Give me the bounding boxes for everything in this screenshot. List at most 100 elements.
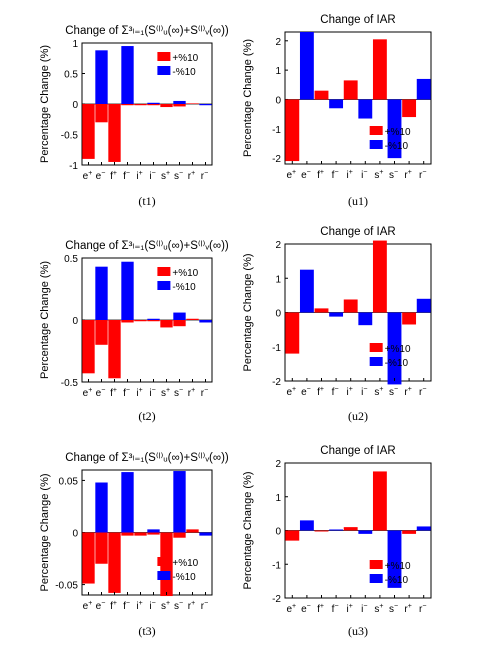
chart-panel-2: -2 -1 0 1 2 e+ e− f+ f− i+ i− s+ s− r+ r− Percentage Ch… xyxy=(242,14,432,208)
bar-plus-i- xyxy=(147,320,160,322)
x-tick-label: f+ xyxy=(317,386,324,398)
bar-plus-i+ xyxy=(134,104,147,106)
bar-minus-f- xyxy=(121,46,134,104)
x-tick-label: s+ xyxy=(161,600,170,612)
bar-plus-e- xyxy=(95,104,108,123)
y-tick-label: -0.05 xyxy=(55,581,78,592)
legend-swatch xyxy=(157,52,171,61)
bar-plus-e+ xyxy=(82,532,95,584)
x-tick-label: s− xyxy=(174,170,183,182)
legend-swatch xyxy=(369,574,383,583)
x-tick-label: e+ xyxy=(286,169,296,181)
bar-minus-s- xyxy=(173,312,186,320)
x-tick-label: e+ xyxy=(83,387,93,399)
x-tick-label: e+ xyxy=(286,386,296,398)
x-tick-label: r+ xyxy=(404,386,411,398)
panel-label: (u1) xyxy=(348,194,368,208)
bar-minus-i- xyxy=(358,530,373,534)
panel-label: (t2) xyxy=(138,409,155,423)
bar-plus-e+ xyxy=(82,320,95,374)
panel-label: (u3) xyxy=(348,624,368,638)
panel-label: (t1) xyxy=(138,194,155,208)
y-tick-label: -0.5 xyxy=(61,378,79,389)
y-tick-label: -1 xyxy=(272,343,281,354)
bar-minus-s- xyxy=(387,312,402,385)
legend-label: +%10 xyxy=(172,558,198,569)
legend-swatch xyxy=(157,66,171,75)
y-axis-label: Percentage Change (%) xyxy=(242,253,254,371)
x-tick-label: f− xyxy=(332,386,339,398)
y-tick-label: 2 xyxy=(275,240,281,251)
x-tick-label: i− xyxy=(149,170,155,182)
bar-minus-r- xyxy=(416,298,431,313)
bar-plus-s+ xyxy=(372,39,387,100)
legend-label: -%10 xyxy=(385,575,409,586)
y-tick-label: 2 xyxy=(275,459,281,470)
x-tick-label: f− xyxy=(123,170,130,182)
y-tick-label: 1 xyxy=(275,66,281,77)
bar-minus-i- xyxy=(358,99,373,119)
x-tick-label: r− xyxy=(419,386,426,398)
x-tick-label: f− xyxy=(332,169,339,181)
legend-swatch xyxy=(157,281,171,290)
x-tick-label: e− xyxy=(301,169,311,181)
bar-plus-f+ xyxy=(108,532,121,593)
x-tick-label: s+ xyxy=(161,170,170,182)
bar-minus-s- xyxy=(387,530,402,588)
y-tick-label: 0 xyxy=(275,95,281,106)
x-tick-label: f+ xyxy=(110,600,117,612)
bar-minus-e- xyxy=(299,32,314,100)
bar-plus-r+ xyxy=(402,530,417,534)
y-axis-label: Percentage Change (%) xyxy=(39,45,51,163)
legend-swatch xyxy=(157,571,171,580)
y-axis-label: Percentage Change (%) xyxy=(39,473,51,591)
y-axis-label: Percentage Change (%) xyxy=(242,39,254,157)
bar-plus-f+ xyxy=(108,104,121,162)
bar-plus-s+ xyxy=(372,471,387,531)
bar-minus-i- xyxy=(147,529,160,533)
bar-plus-f+ xyxy=(108,320,121,379)
bar-plus-e+ xyxy=(285,530,300,541)
x-tick-label: i− xyxy=(149,387,155,399)
bar-minus-s- xyxy=(173,471,186,533)
y-tick-label: 0 xyxy=(275,309,281,320)
chart-panel-6: -2 -1 0 1 2 e+ e− f+ f− i+ i− s+ s− r+ r− Percentage Ch… xyxy=(242,445,432,638)
x-tick-label: i+ xyxy=(347,386,353,398)
x-tick-label: s+ xyxy=(161,387,170,399)
bar-minus-r- xyxy=(199,104,212,106)
y-tick-label: -0.5 xyxy=(61,131,79,142)
legend-swatch xyxy=(369,140,383,149)
x-tick-label: f− xyxy=(332,603,339,615)
legend-label: -%10 xyxy=(172,572,196,583)
x-tick-label: s− xyxy=(174,387,183,399)
legend-label: -%10 xyxy=(385,358,409,369)
bar-minus-e- xyxy=(95,50,108,104)
x-tick-label: i+ xyxy=(347,603,353,615)
bar-plus-i+ xyxy=(343,527,358,531)
legend-label: +%10 xyxy=(385,127,411,138)
bar-minus-e- xyxy=(95,482,108,533)
bar-plus-f- xyxy=(121,320,134,323)
x-tick-label: f+ xyxy=(317,169,324,181)
plot-frame xyxy=(284,31,432,165)
y-tick-label: -2 xyxy=(272,594,281,605)
bar-minus-i- xyxy=(358,312,373,326)
x-tick-label: e− xyxy=(96,387,106,399)
legend-label: +%10 xyxy=(385,344,411,355)
x-tick-label: s+ xyxy=(374,386,383,398)
x-tick-label: e− xyxy=(301,386,311,398)
x-tick-label: s− xyxy=(174,600,183,612)
x-tick-label: r+ xyxy=(404,169,411,181)
y-tick-label: 0 xyxy=(72,529,78,540)
bar-plus-e+ xyxy=(285,312,300,354)
legend-swatch xyxy=(369,126,383,135)
bar-plus-i+ xyxy=(134,320,147,322)
bar-plus-f+ xyxy=(314,530,329,532)
y-tick-label: 0 xyxy=(72,316,78,327)
bar-minus-f- xyxy=(329,99,344,109)
chart-title: Change of IAR xyxy=(320,226,395,238)
bar-minus-f- xyxy=(329,529,344,531)
x-tick-label: s− xyxy=(389,386,398,398)
x-tick-label: s− xyxy=(389,603,398,615)
